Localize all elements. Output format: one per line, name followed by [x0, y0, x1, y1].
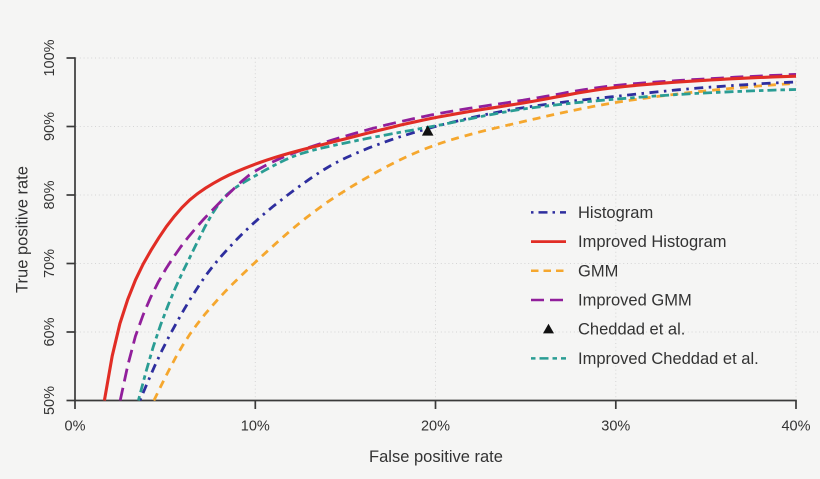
svg-text:Histogram: Histogram — [578, 204, 653, 222]
svg-text:False positive rate: False positive rate — [369, 448, 503, 466]
svg-text:Improved Histogram: Improved Histogram — [578, 233, 727, 251]
svg-text:100%: 100% — [42, 39, 58, 76]
svg-text:50%: 50% — [42, 386, 58, 415]
svg-text:30%: 30% — [601, 419, 630, 435]
svg-text:0%: 0% — [65, 419, 86, 435]
svg-text:10%: 10% — [241, 419, 270, 435]
svg-text:70%: 70% — [42, 249, 58, 278]
svg-text:Cheddad et al.: Cheddad et al. — [578, 321, 685, 339]
svg-text:90%: 90% — [42, 112, 58, 141]
svg-text:True positive rate: True positive rate — [14, 166, 32, 293]
svg-text:Improved GMM: Improved GMM — [578, 292, 692, 310]
svg-text:Improved Cheddad et al.: Improved Cheddad et al. — [578, 350, 759, 368]
svg-text:40%: 40% — [781, 419, 810, 435]
svg-text:80%: 80% — [42, 180, 58, 209]
svg-text:20%: 20% — [421, 419, 450, 435]
svg-text:60%: 60% — [42, 317, 58, 346]
svg-text:GMM: GMM — [578, 262, 618, 280]
